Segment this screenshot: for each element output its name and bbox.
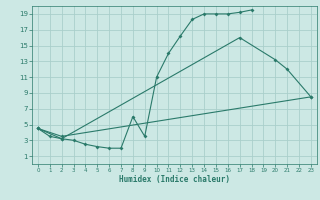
X-axis label: Humidex (Indice chaleur): Humidex (Indice chaleur)	[119, 175, 230, 184]
